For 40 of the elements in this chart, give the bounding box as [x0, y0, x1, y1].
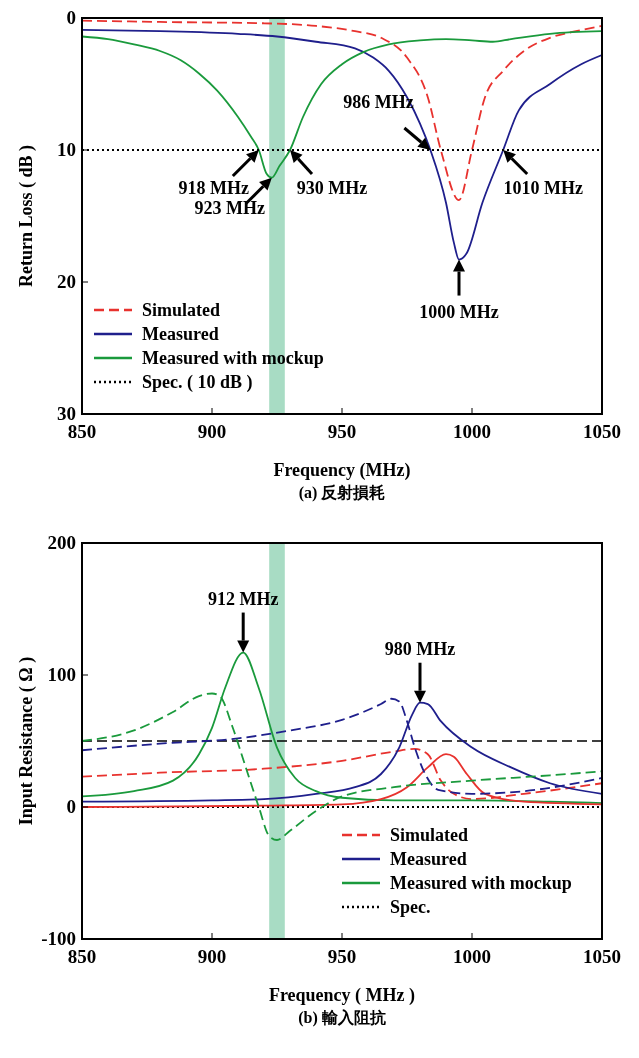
- text: (a) 反射損耗: [298, 484, 386, 502]
- annotation: 912 MHz: [207, 588, 279, 609]
- text: (b) 輸入阻抗: [298, 1009, 386, 1027]
- x-tick-label: 1050: [583, 946, 621, 967]
- y-tick-label: 30: [57, 403, 76, 424]
- x-tick-label: 850: [67, 421, 97, 442]
- y-tick-label: 0: [66, 7, 76, 28]
- y-axis-title: Input Resistance ( Ω ): [16, 656, 37, 826]
- y-axis-title: Return Loss ( dB ): [16, 144, 37, 288]
- annotation: 980 MHz: [384, 638, 456, 659]
- legend-label: Measured with mockup: [142, 348, 324, 368]
- x-tick-label: 1000: [453, 946, 491, 967]
- x-tick-label: 900: [197, 946, 227, 967]
- legend-label: Simulated: [142, 300, 221, 320]
- annotation: 923 MHz: [194, 197, 266, 218]
- x-tick-label: 1050: [583, 421, 621, 442]
- legend-label: Measured: [142, 324, 219, 344]
- legend-label: Spec.: [390, 897, 431, 917]
- x-tick-label: 950: [327, 421, 357, 442]
- legend-label: Measured with mockup: [390, 873, 572, 893]
- x-axis-title: Frequency ( MHz ): [268, 985, 416, 1006]
- x-axis-title: Frequency (MHz): [273, 460, 411, 481]
- y-tick-label: 0: [66, 796, 76, 817]
- x-tick-label: 850: [67, 946, 97, 967]
- annotation: 1010 MHz: [503, 178, 583, 198]
- annotation: 930 MHz: [296, 178, 368, 198]
- y-tick-label: 100: [47, 664, 76, 685]
- legend-label: Spec. ( 10 dB ): [142, 372, 253, 393]
- y-tick-label: 10: [57, 139, 76, 160]
- y-tick-label: 20: [57, 271, 76, 292]
- x-tick-label: 950: [327, 946, 357, 967]
- y-tick-label: -100: [41, 928, 76, 949]
- x-tick-label: 1000: [453, 421, 491, 442]
- legend-label: Measured: [390, 849, 467, 869]
- annotation: 1000 MHz: [419, 301, 499, 322]
- annotation: 918 MHz: [178, 178, 250, 198]
- line-series: [81, 19, 603, 202]
- x-tick-label: 900: [197, 421, 227, 442]
- legend-label: Simulated: [390, 825, 469, 845]
- y-tick-label: 200: [47, 532, 76, 553]
